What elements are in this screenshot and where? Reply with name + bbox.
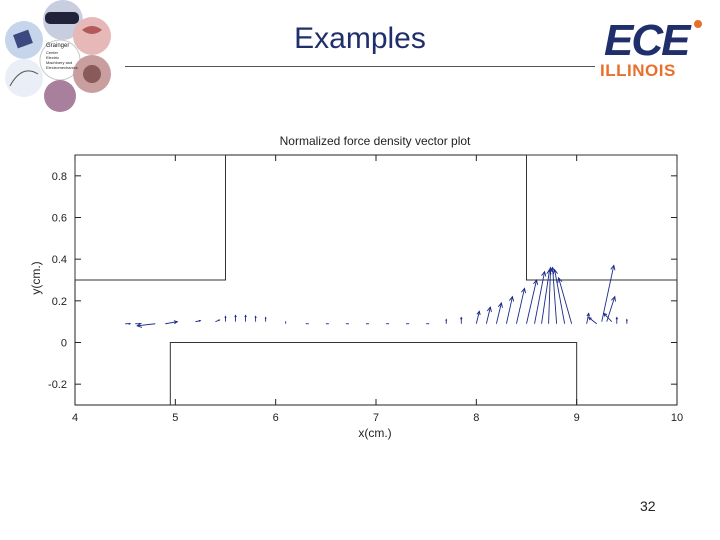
- vector-arrow-25: [516, 287, 527, 324]
- vector-arrow-23: [495, 301, 503, 324]
- y-tick-label-0: 0.8: [52, 171, 67, 183]
- vector-arrow-27: [534, 270, 547, 324]
- vector-arrow-3: [165, 320, 179, 325]
- vector-layer: [125, 264, 628, 328]
- logo-ece-text: ECE: [604, 16, 692, 65]
- grainger-collage-image: Grainger Center Electric Machinery and E…: [0, 0, 120, 112]
- vector-arrow-7: [234, 314, 237, 322]
- y-tick-label-1: 0.6: [52, 213, 67, 225]
- vector-arrow-6: [224, 315, 227, 322]
- x-tick-label-4: 8: [473, 412, 479, 424]
- vector-arrow-37: [603, 312, 613, 322]
- vector-arrow-24: [505, 295, 515, 324]
- chart-title: Normalized force density vector plot: [280, 134, 471, 148]
- mover-block: [169, 342, 578, 405]
- vector-arrow-35: [601, 264, 616, 322]
- vector-arrow-38: [615, 316, 619, 324]
- vector-arrow-0: [125, 322, 132, 325]
- vector-arrow-34: [587, 316, 598, 325]
- axis-layer: 4 5 6 7 8 9 10 0.8 0.6 0.4 0.2 0 -0.2: [48, 155, 683, 424]
- vector-arrow-2: [136, 322, 156, 328]
- x-tick-label-5: 9: [574, 412, 580, 424]
- y-axis-label: y(cm.): [29, 261, 43, 294]
- vector-arrow-22: [485, 306, 492, 324]
- vector-arrow-26: [526, 278, 539, 324]
- collage-caption-line-2: Electric: [46, 55, 59, 60]
- vector-arrow-32: [557, 276, 573, 324]
- logo-illinois-text: ILLINOIS: [600, 61, 676, 80]
- vector-arrow-21: [475, 310, 481, 324]
- vector-arrow-31: [552, 268, 566, 324]
- title-divider: [125, 66, 595, 67]
- collage-circle-plot: [5, 59, 43, 97]
- y-tick-label-5: -0.2: [48, 379, 67, 391]
- slide-title: Examples: [294, 22, 426, 55]
- right-stator-block: [526, 154, 678, 281]
- force-density-chart: Normalized force density vector plot 4 5 6…: [29, 134, 683, 440]
- y-tick-label-4: 0: [61, 338, 67, 350]
- left-stator-block: [74, 154, 226, 281]
- y-tick-label-3: 0.2: [52, 296, 67, 308]
- geometry-layer: [74, 154, 678, 405]
- vector-arrow-20: [460, 316, 463, 324]
- x-tick-label-6: 10: [671, 412, 683, 424]
- vector-arrow-8: [244, 314, 247, 322]
- x-tick-label-0: 4: [72, 412, 78, 424]
- collage-circle-coil: [73, 17, 111, 55]
- vector-arrow-5: [215, 319, 221, 323]
- collage-caption-line-0: Grainger: [46, 43, 69, 49]
- x-tick-label-3: 7: [373, 412, 379, 424]
- x-axis-label: x(cm.): [358, 426, 391, 440]
- collage-caption-line-1: Center: [46, 50, 59, 55]
- collage-circle-photo: [44, 80, 76, 112]
- logo-dot: [694, 20, 702, 28]
- vector-arrow-4: [195, 319, 202, 323]
- ece-illinois-logo: ECE ILLINOIS: [600, 16, 702, 80]
- collage-caption-line-3: Machinery and: [46, 60, 72, 65]
- x-tick-label-2: 6: [273, 412, 279, 424]
- vector-arrow-10: [264, 316, 267, 322]
- vector-arrow-33: [586, 312, 590, 324]
- x-tick-label-1: 5: [172, 412, 178, 424]
- vector-arrow-29: [547, 266, 554, 324]
- vector-arrow-39: [625, 318, 628, 324]
- vector-arrow-19: [445, 318, 448, 324]
- vector-arrow-9: [254, 315, 257, 322]
- collage-caption-line-4: Electromechanics: [46, 65, 78, 70]
- page-number: 32: [640, 498, 656, 514]
- y-tick-label-2: 0.4: [52, 254, 67, 266]
